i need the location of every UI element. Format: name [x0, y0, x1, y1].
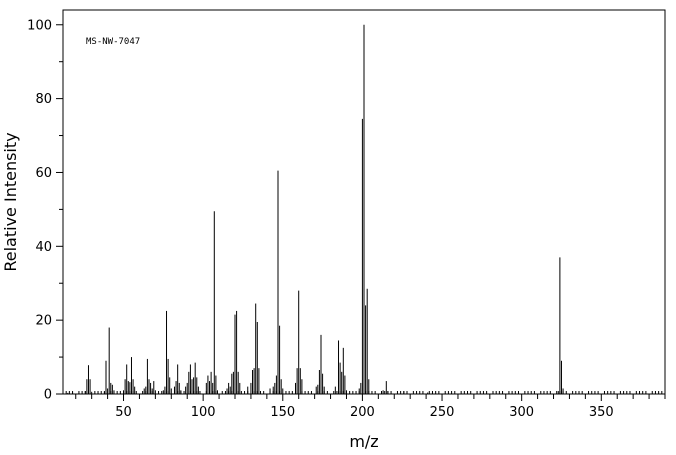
- x-tick-label: 100: [191, 405, 216, 420]
- y-tick-label: 100: [27, 18, 52, 33]
- spectrum-id-annotation: MS-NW-7047: [86, 37, 140, 47]
- x-tick-label: 250: [430, 405, 455, 420]
- x-tick-label: 300: [509, 405, 534, 420]
- y-tick-label: 20: [35, 314, 52, 329]
- x-axis-title: m/z: [349, 432, 378, 451]
- y-axis-title: Relative Intensity: [1, 132, 20, 271]
- x-tick-label: 200: [350, 405, 375, 420]
- y-tick-label: 60: [35, 166, 52, 181]
- x-axis: 50 100 150 200 250 300 350: [75, 394, 666, 420]
- y-tick-label: 80: [35, 92, 52, 107]
- x-minor-ticks: [65, 391, 663, 394]
- peak-bars: [67, 24, 564, 394]
- x-tick-label: 350: [589, 405, 614, 420]
- y-tick-label: 40: [35, 240, 52, 255]
- x-tick-label: 150: [270, 405, 295, 420]
- x-tick-label: 50: [115, 405, 132, 420]
- y-axis: 0 20 40 60 80 100: [27, 18, 63, 403]
- y-tick-label: 0: [44, 388, 52, 403]
